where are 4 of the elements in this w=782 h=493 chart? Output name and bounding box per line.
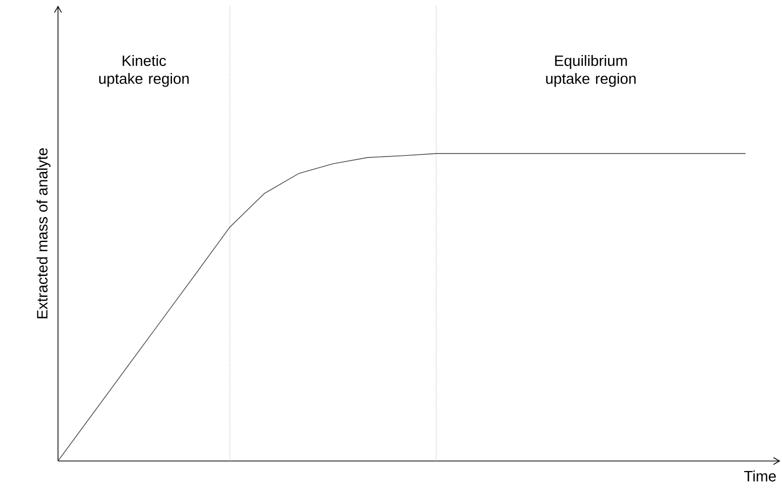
text: Equilibrium uptake region bbox=[546, 55, 636, 87]
text: Kinetic uptake region bbox=[99, 55, 189, 87]
x-axis-title: Time bbox=[744, 470, 776, 482]
y-axis-title: Extracted mass of analyte bbox=[36, 148, 50, 318]
